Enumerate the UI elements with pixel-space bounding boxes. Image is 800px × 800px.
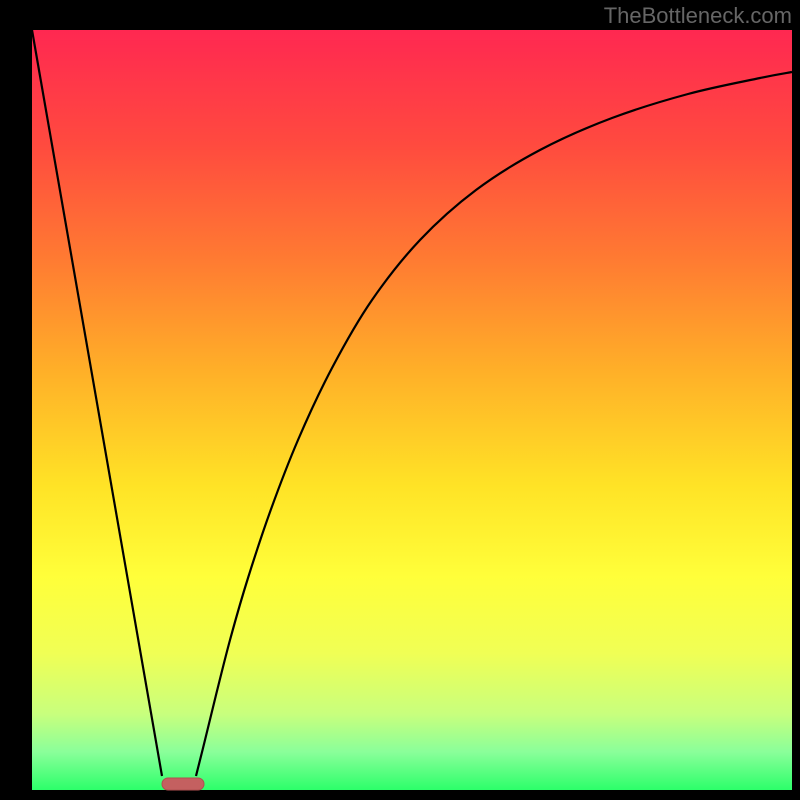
chart-container: TheBottleneck.com (0, 0, 800, 800)
plot-background (32, 30, 792, 790)
chart-svg (0, 0, 800, 800)
watermark-text: TheBottleneck.com (604, 3, 792, 29)
optimum-marker (162, 778, 204, 790)
